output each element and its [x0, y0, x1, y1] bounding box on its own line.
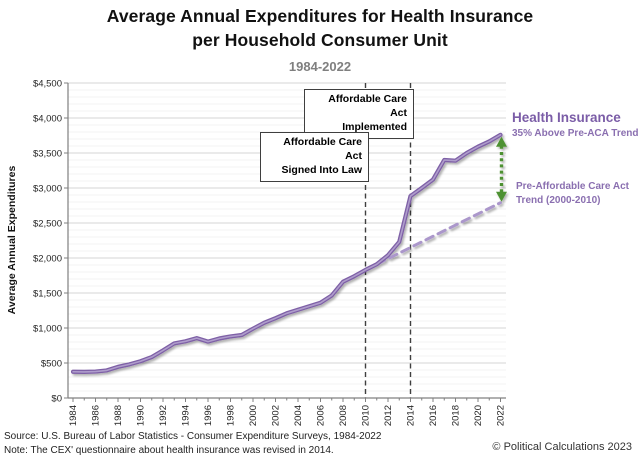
annotation-aca-signed: Affordable Care Act Signed Into Law [260, 132, 369, 182]
y-tick-label: $0 [51, 394, 62, 405]
note-line: Note: The CEX' questionnaire about healt… [4, 445, 334, 456]
y-axis-tick-labels: $0 $500 $1,000 $1,500 $2,000 $2,500 $3,000 $3,5… [33, 79, 68, 405]
x-tick-label: 2008 [338, 405, 349, 426]
x-tick-label: 1992 [158, 405, 169, 426]
x-tick-label: 2002 [271, 405, 282, 426]
series-label-health-insurance: Health Insurance [512, 110, 621, 125]
x-tick-label: 1988 [113, 405, 124, 426]
x-tick-label: 1998 [226, 405, 237, 426]
health-insurance-chart: $0 $500 $1,000 $1,500 $2,000 $2,500 $3,000 $3,5… [33, 79, 507, 426]
minor-gridlines [68, 89, 506, 392]
x-tick-label: 2018 [451, 405, 462, 426]
annotation-text: Affordable Care Act [283, 136, 362, 162]
x-tick-label: 2010 [361, 405, 372, 426]
x-tick-label: 2006 [316, 405, 327, 426]
x-tick-label: 2000 [248, 405, 259, 426]
x-tick-label: 1986 [91, 405, 102, 426]
y-tick-label: $3,500 [33, 149, 62, 160]
annotation-text: Affordable Care Act [328, 93, 407, 119]
annotation-aca-implemented: Affordable Care Act Implemented [304, 89, 414, 139]
series-sublabel-35pct: 35% Above Pre-ACA Trend [512, 128, 639, 139]
y-tick-label: $500 [41, 359, 62, 370]
pre-aca-trend-line [364, 201, 502, 272]
chart-title-line2: per Household Consumer Unit [192, 30, 448, 50]
x-tick-label: 2016 [428, 405, 439, 426]
source-line: Source: U.S. Bureau of Labor Statistics … [4, 431, 382, 442]
annotation-text: Signed Into Law [281, 163, 363, 176]
axes [67, 83, 506, 399]
y-tick-label: $3,000 [33, 184, 62, 195]
copyright-line: © Political Calculations 2023 [492, 441, 632, 453]
gap-arrow [496, 136, 507, 202]
x-axis-tick-labels: 1984 1986 1988 1990 1992 1994 1996 1998 2000 2002… [68, 398, 507, 426]
x-tick-label: 2020 [473, 405, 484, 426]
x-tick-label: 2004 [293, 405, 304, 426]
x-tick-label: 1984 [68, 405, 79, 426]
y-tick-label: $4,500 [33, 79, 62, 90]
y-tick-label: $2,500 [33, 219, 62, 230]
x-tick-label: 1994 [181, 405, 192, 426]
x-tick-label: 2022 [496, 405, 507, 426]
x-tick-label: 2012 [383, 405, 394, 426]
chart-subtitle-years: 1984-2022 [288, 59, 352, 74]
y-tick-label: $1,000 [33, 324, 62, 335]
trend-label: Pre-Affordable Care Act Trend (2000-2010… [516, 181, 629, 206]
y-tick-label: $2,000 [33, 254, 62, 265]
y-tick-label: $4,000 [33, 114, 62, 125]
x-tick-label: 1990 [136, 405, 147, 426]
x-tick-label: 1996 [203, 405, 214, 426]
y-tick-label: $1,500 [33, 289, 62, 300]
annotation-text: Implemented [342, 120, 407, 133]
x-tick-label: 2014 [406, 405, 417, 426]
health-insurance-line-highlight [72, 134, 502, 373]
chart-title-line1: Average Annual Expenditures for Health I… [106, 6, 534, 26]
